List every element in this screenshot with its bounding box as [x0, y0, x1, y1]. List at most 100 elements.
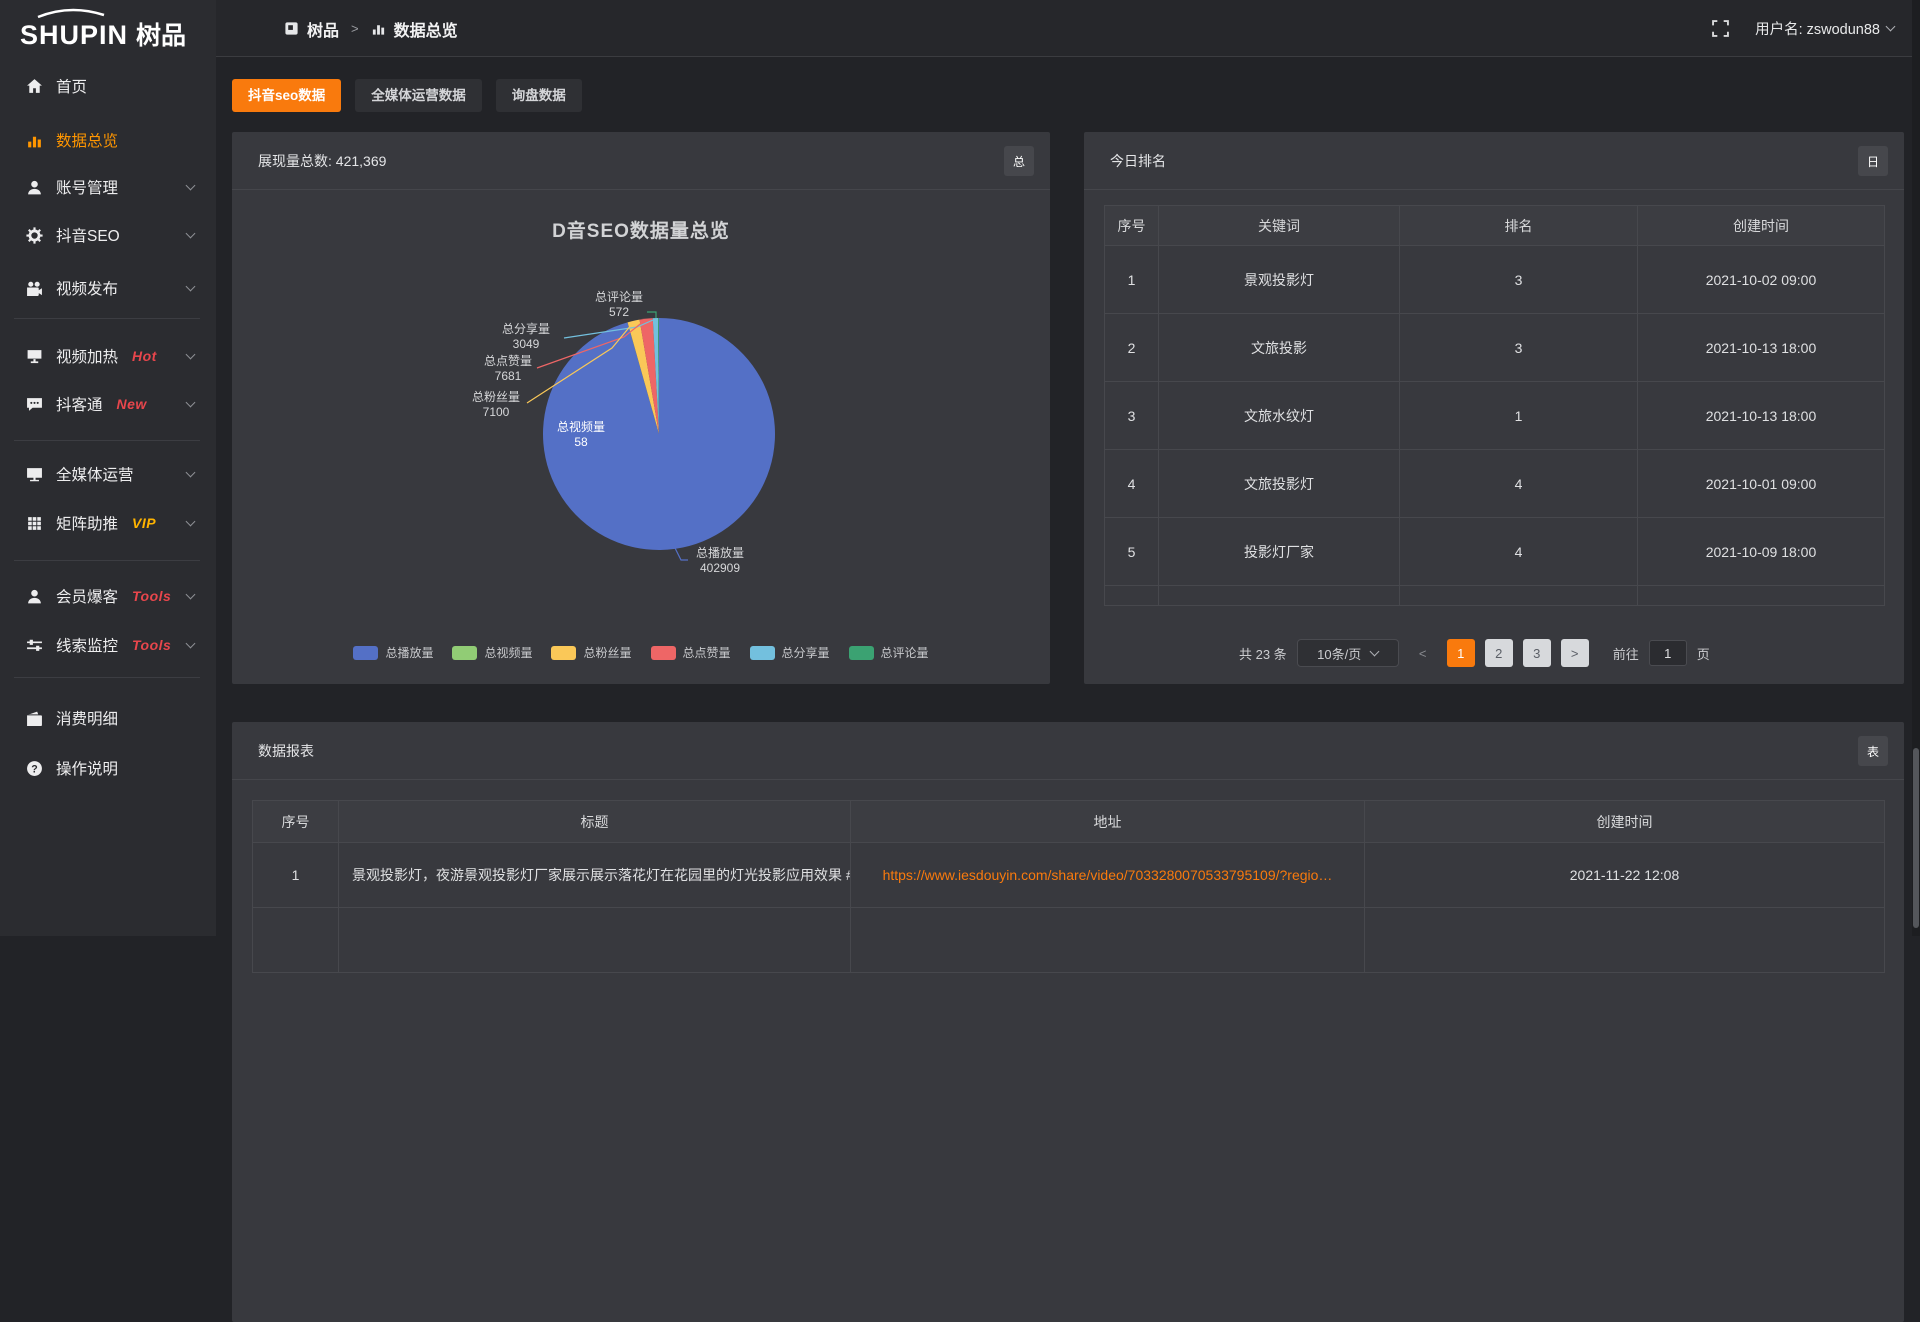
- fullscreen-icon[interactable]: [1712, 20, 1729, 37]
- col-keyword: 关键词: [1158, 205, 1400, 246]
- impressions-total-label: 展现量总数: 421,369: [258, 153, 387, 169]
- report-card-title: 数据报表: [258, 743, 314, 759]
- day-view-button[interactable]: 日: [1858, 146, 1888, 176]
- legend-item-comments[interactable]: 总评论量: [848, 644, 929, 661]
- next-page-button[interactable]: >: [1560, 639, 1589, 667]
- page-unit-label: 页: [1696, 646, 1710, 662]
- table-view-button[interactable]: 表: [1858, 736, 1888, 766]
- legend-item-videos[interactable]: 总视频量: [452, 644, 532, 661]
- sidebar-item-label: 视频加热: [56, 349, 119, 366]
- prev-page-button[interactable]: <: [1409, 639, 1437, 667]
- goto-label: 前往: [1612, 646, 1639, 662]
- tab-douyin-seo-data[interactable]: 抖音seo数据: [232, 79, 342, 112]
- chevron-down-icon: [185, 638, 196, 648]
- topbar: 树品 > 数据总览 用户名: zswodun88: [216, 0, 1920, 57]
- screen-board-icon: [26, 348, 43, 365]
- sidebar-item-account[interactable]: 账号管理: [0, 163, 216, 211]
- table-row: 1 景观投影灯 3 2021-10-02 09:00: [1104, 245, 1885, 314]
- sidebar-item-douyin-seo[interactable]: 抖音SEO: [0, 211, 216, 259]
- col-created: 创建时间: [1364, 800, 1885, 843]
- sidebar-item-lead-monitor[interactable]: 线索监控 Tools: [0, 621, 216, 669]
- chart-title: D音SEO数据量总览: [552, 221, 730, 242]
- col-title: 标题: [338, 800, 851, 843]
- chevron-down-icon: [185, 589, 196, 599]
- dashboard-icon: [284, 21, 299, 36]
- legend-swatch: [551, 645, 577, 660]
- table-header-row: 序号 标题 地址 创建时间: [252, 800, 1885, 843]
- sidebar-divider: [14, 560, 200, 561]
- video-link[interactable]: https://www.iesdouyin.com/share/video/70…: [882, 867, 1333, 883]
- tools-badge: Tools: [132, 637, 172, 653]
- gear-icon: [26, 226, 43, 244]
- sidebar-item-label: 全媒体运营: [56, 467, 134, 484]
- total-view-button[interactable]: 总: [1004, 146, 1034, 176]
- sidebar-item-video-heat[interactable]: 视频加热 Hot: [0, 332, 216, 380]
- sidebar-item-omnimedia[interactable]: 全媒体运营: [0, 450, 216, 498]
- sidebar-item-video-publish[interactable]: 视频发布: [0, 264, 216, 312]
- table-row: 2 文旅投影 3 2021-10-13 18:00: [1104, 313, 1885, 382]
- legend-swatch: [452, 645, 478, 660]
- sidebar-item-home[interactable]: 首页: [0, 62, 216, 110]
- page-button-3[interactable]: 3: [1522, 639, 1551, 667]
- sidebar-item-data-overview[interactable]: 数据总览: [0, 116, 216, 164]
- chevron-down-icon: [1885, 21, 1896, 32]
- table-row: 3 文旅水纹灯 1 2021-10-13 18:00: [1104, 381, 1885, 450]
- legend-item-fans[interactable]: 总粉丝量: [551, 644, 632, 661]
- video-title: 景观投影灯，夜游景观投影灯厂家展示展示落花灯在花园里的灯光投影应用效果 #: [338, 842, 851, 908]
- user-icon: [26, 179, 43, 196]
- chart-legend: 总播放量 总视频量 总粉丝量 总点赞量 总分享量 总评论量: [232, 644, 1050, 661]
- breadcrumb: 树品 > 数据总览: [284, 0, 458, 57]
- tab-inquiry-data[interactable]: 询盘数据: [495, 79, 582, 112]
- scrollbar-thumb[interactable]: [1913, 748, 1919, 928]
- pie-label-shares: 总分享量 3049: [501, 322, 550, 351]
- legend-item-shares[interactable]: 总分享量: [749, 644, 830, 661]
- col-url: 地址: [850, 800, 1365, 843]
- breadcrumb-root[interactable]: 树品: [307, 22, 340, 40]
- sidebar-item-help[interactable]: ? 操作说明: [0, 744, 216, 792]
- user-menu[interactable]: 用户名: zswodun88: [1755, 18, 1896, 39]
- sidebar-item-label: 首页: [56, 79, 88, 96]
- tools-badge: Tools: [132, 588, 172, 604]
- sidebar-item-label: 账号管理: [56, 180, 119, 197]
- ranking-card-title: 今日排名: [1110, 153, 1166, 169]
- monitor-icon: [26, 466, 43, 483]
- sidebar: SHUPIN 树品 首页 数据总览 账号管理 抖音SEO 视频发布 视频加热 H…: [0, 0, 216, 936]
- brand-logo: SHUPIN 树品: [20, 8, 196, 52]
- wallet-icon: [26, 710, 43, 727]
- sliders-icon: [26, 637, 43, 654]
- pie-label-videos: 总视频量 58: [556, 420, 605, 449]
- pie-slices: [543, 318, 775, 550]
- sidebar-item-spend-detail[interactable]: 消费明细: [0, 694, 216, 742]
- breadcrumb-separator: >: [351, 21, 359, 36]
- legend-swatch: [848, 645, 874, 660]
- page-button-2[interactable]: 2: [1484, 639, 1513, 667]
- sidebar-item-douketong[interactable]: 抖客通 New: [0, 380, 216, 428]
- col-rank: 排名: [1399, 205, 1638, 246]
- legend-swatch: [749, 645, 775, 660]
- table-row-partial: [252, 907, 1885, 973]
- legend-item-plays[interactable]: 总播放量: [353, 644, 433, 661]
- legend-item-likes[interactable]: 总点赞量: [650, 644, 731, 661]
- sidebar-item-label: 会员爆客: [56, 589, 119, 606]
- sidebar-divider: [14, 440, 200, 441]
- goto-page-input[interactable]: [1648, 640, 1687, 666]
- sidebar-item-label: 抖音SEO: [56, 228, 120, 245]
- page-size-select[interactable]: 10条/页: [1296, 639, 1399, 667]
- tab-omnimedia-data[interactable]: 全媒体运营数据: [355, 79, 482, 112]
- video-camera-icon: [26, 280, 43, 297]
- chat-bubble-icon: [26, 396, 43, 413]
- sidebar-item-member-burst[interactable]: 会员爆客 Tools: [0, 572, 216, 620]
- overview-card-header: 展现量总数: 421,369 总: [232, 132, 1050, 190]
- page-button-1[interactable]: 1: [1446, 639, 1475, 667]
- legend-swatch: [353, 645, 379, 660]
- username-label: 用户名: zswodun88: [1755, 22, 1880, 38]
- sidebar-item-matrix-boost[interactable]: 矩阵助推 VIP: [0, 499, 216, 547]
- chevron-down-icon: [185, 228, 196, 238]
- table-header-row: 序号 关键词 排名 创建时间: [1104, 205, 1885, 246]
- page-scrollbar[interactable]: [1912, 0, 1920, 936]
- pie-label-likes: 总点赞量 7681: [483, 354, 532, 383]
- data-tabs: 抖音seo数据 全媒体运营数据 询盘数据: [232, 79, 582, 112]
- sidebar-divider: [14, 318, 200, 319]
- breadcrumb-current[interactable]: 数据总览: [393, 22, 458, 40]
- table-row: 1 景观投影灯，夜游景观投影灯厂家展示展示落花灯在花园里的灯光投影应用效果 # …: [252, 842, 1885, 908]
